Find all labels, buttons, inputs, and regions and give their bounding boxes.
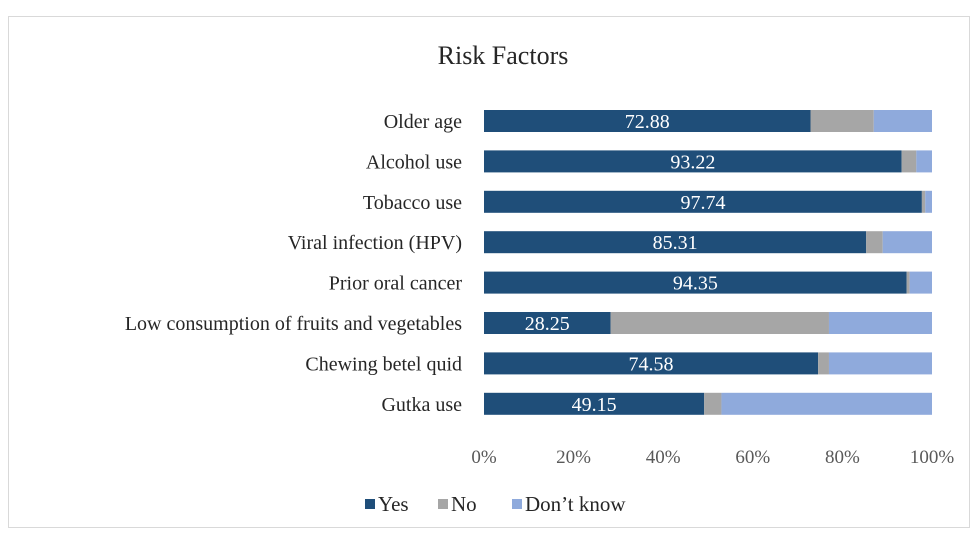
- category-label: Tobacco use: [363, 192, 462, 214]
- category-labels: Older age Alcohol use Tobacco use Viral inf…: [125, 111, 462, 416]
- data-label: 93.22: [670, 151, 715, 173]
- bar-segment-no: [906, 271, 910, 294]
- bar-segment-don-t-know: [873, 110, 932, 132]
- category-label: Chewing betel quid: [305, 353, 462, 375]
- bar-segment-yes: [484, 271, 907, 294]
- x-tick-label: 60%: [735, 447, 770, 468]
- bar-segment-no: [810, 110, 874, 132]
- bar-segment-don-t-know: [828, 352, 932, 375]
- bar-segment-don-t-know: [828, 312, 932, 334]
- category-label: Low consumption of fruits and vegetables: [125, 313, 462, 335]
- bar-segment-yes: [484, 312, 611, 334]
- legend-swatch: [512, 499, 522, 509]
- category-label: Alcohol use: [366, 151, 462, 173]
- x-tick-label: 20%: [556, 447, 591, 468]
- x-tick-label: 0%: [471, 447, 497, 468]
- bar-segment-no: [610, 312, 829, 334]
- bar-segment-no: [704, 392, 722, 415]
- bar-segment-don-t-know: [909, 271, 932, 294]
- x-tick-label: 100%: [910, 447, 955, 468]
- category-label: Viral infection (HPV): [288, 232, 462, 254]
- bar-segment-yes: [484, 190, 922, 213]
- chart-title: Risk Factors: [438, 41, 569, 70]
- data-label: 49.15: [572, 394, 617, 416]
- category-label: Older age: [384, 111, 462, 133]
- x-axis-ticks: 0% 20% 40% 60% 80% 100%: [471, 447, 954, 468]
- category-label: Prior oral cancer: [329, 273, 463, 295]
- bar-segment-don-t-know: [916, 150, 932, 173]
- legend-label: Don’t know: [525, 492, 626, 516]
- bar-segment-don-t-know: [721, 392, 932, 415]
- bar-segment-yes: [484, 150, 902, 173]
- bar-segment-no: [901, 150, 917, 173]
- data-label: 28.25: [525, 313, 570, 335]
- bar-segment-yes: [484, 392, 705, 415]
- bar-segment-yes: [484, 352, 819, 375]
- data-label: 85.31: [653, 232, 698, 254]
- legend-swatch: [365, 499, 375, 509]
- bar-segment-don-t-know: [925, 190, 932, 213]
- legend-label: Yes: [378, 492, 409, 516]
- bar-segment-don-t-know: [882, 231, 932, 254]
- bar-segment-yes: [484, 110, 811, 132]
- legend-swatch: [438, 499, 448, 509]
- x-tick-label: 80%: [825, 447, 860, 468]
- data-label: 97.74: [680, 192, 725, 214]
- legend-label: No: [451, 492, 477, 516]
- bar-segment-no: [921, 190, 926, 213]
- data-label: 94.35: [673, 273, 718, 295]
- bar-segment-yes: [484, 231, 867, 254]
- category-label: Gutka use: [381, 394, 462, 416]
- data-label: 72.88: [625, 111, 670, 133]
- bar-segment-no: [866, 231, 883, 254]
- bar-segment-no: [818, 352, 829, 375]
- data-label: 74.58: [629, 353, 674, 375]
- x-tick-label: 40%: [646, 447, 681, 468]
- legend: Yes No Don’t know: [365, 492, 626, 516]
